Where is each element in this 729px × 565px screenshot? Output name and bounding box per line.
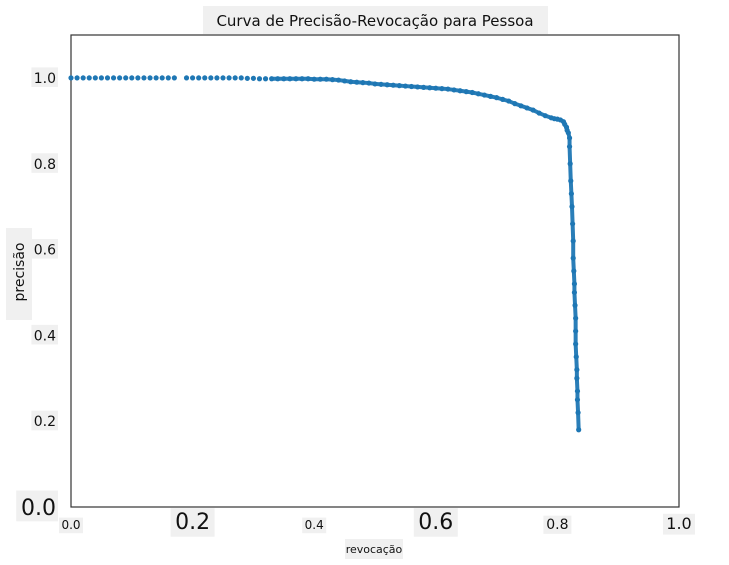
y-tick-label-bg (31, 67, 58, 88)
y-tick-label: 0.2 (34, 414, 56, 430)
x-tick-label-bg (170, 508, 215, 537)
data-point (256, 76, 263, 82)
y-tick-label: 0.4 (34, 328, 56, 344)
data-point (80, 75, 86, 81)
data-point (183, 75, 190, 81)
data-point (220, 75, 226, 81)
data-point (153, 75, 159, 81)
chart-title-bg (203, 6, 548, 34)
data-point (250, 75, 256, 81)
data-point (110, 75, 117, 81)
data-point (190, 75, 196, 81)
x-tick-label: 0.0 (61, 518, 80, 532)
data-point (74, 75, 80, 81)
data-point (232, 75, 238, 81)
data-point (117, 75, 123, 81)
pr-curve-line (269, 76, 581, 432)
y-tick-label: 0.8 (34, 157, 56, 173)
data-point (208, 75, 214, 81)
y-tick-label-bg (31, 153, 58, 173)
data-point (141, 75, 147, 81)
data-point (238, 75, 244, 81)
data-points (68, 75, 582, 433)
y-axis-label-bg (6, 228, 32, 320)
x-tick-label-bg (413, 508, 458, 537)
data-point (226, 75, 232, 81)
x-axis-label: revocação (346, 543, 403, 556)
data-point (196, 75, 202, 81)
data-point (98, 75, 104, 81)
data-point (262, 76, 269, 82)
x-axis-label-bg (345, 539, 403, 559)
data-point (86, 75, 92, 81)
y-tick-label: 0.0 (21, 496, 56, 521)
x-tick-label: 0.2 (175, 510, 210, 535)
data-point (123, 75, 129, 81)
y-tick-label: 0.6 (34, 243, 56, 259)
data-point (214, 75, 220, 81)
y-tick-label-bg (16, 490, 58, 522)
y-tick-labels: 0.0 0.2 0.4 0.6 0.8 1.0 (16, 67, 58, 522)
x-tick-label: 0.4 (305, 518, 324, 532)
data-point (159, 75, 165, 81)
data-point (202, 75, 208, 81)
data-point (135, 75, 141, 81)
data-point (129, 75, 135, 81)
data-point (165, 75, 171, 81)
x-tick-labels: 0.0 0.2 0.4 0.6 0.8 1.0 (59, 508, 695, 537)
y-tick-label-bg (31, 239, 58, 259)
x-tick-label-bg (302, 517, 327, 534)
chart-title: Curva de Precisão-Revocação para Pessoa (216, 12, 533, 30)
y-tick-label: 1.0 (34, 71, 56, 87)
data-point (104, 75, 111, 81)
x-tick-label: 0.6 (418, 510, 453, 535)
plot-frame (70, 34, 680, 508)
x-tick-label-bg (663, 513, 695, 535)
x-tick-label-bg (59, 517, 83, 534)
data-point (244, 75, 250, 81)
y-axis-label: precisão (12, 243, 28, 302)
y-tick-label-bg (31, 410, 58, 431)
y-tick-label-bg (31, 324, 58, 345)
data-point (171, 75, 177, 81)
data-point (147, 75, 153, 81)
data-point (68, 75, 74, 81)
x-tick-label: 0.8 (546, 517, 568, 533)
data-point (92, 75, 98, 81)
x-tick-label-bg (543, 515, 572, 534)
x-tick-label: 1.0 (666, 514, 691, 533)
